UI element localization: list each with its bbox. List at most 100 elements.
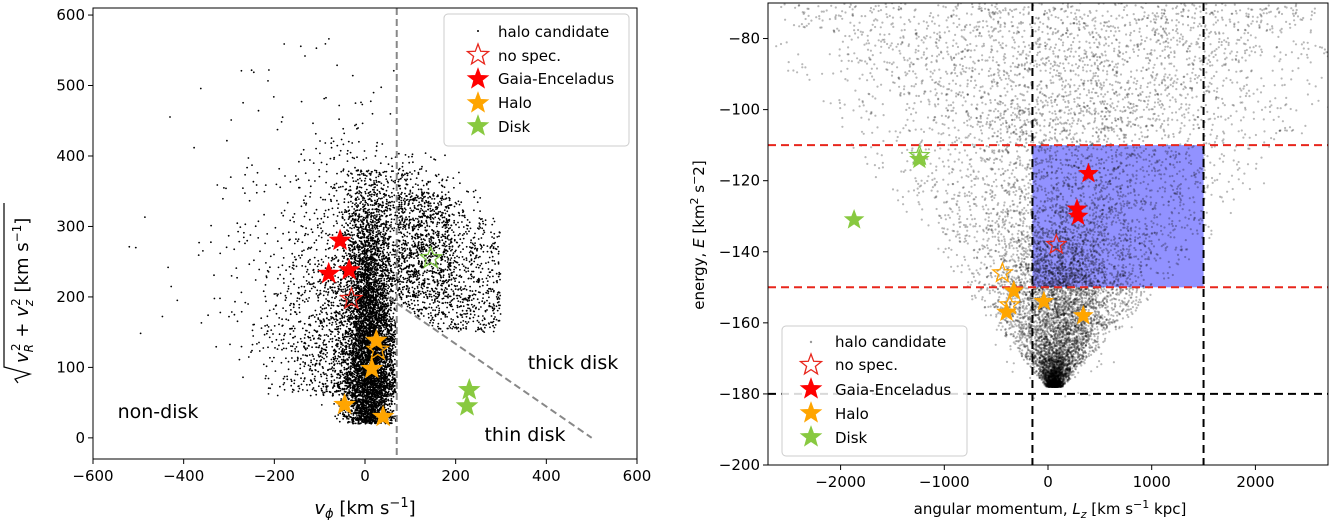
halo-candidate-point bbox=[364, 177, 367, 180]
halo-candidate-point bbox=[373, 280, 376, 282]
halo-candidate-point bbox=[369, 281, 372, 284]
halo-candidate-point bbox=[387, 399, 390, 402]
halo-candidate-point bbox=[368, 273, 371, 276]
halo-candidate-point bbox=[365, 175, 368, 177]
halo-candidate-point bbox=[373, 204, 376, 207]
halo-candidate-point bbox=[375, 226, 378, 229]
halo-candidate-point bbox=[358, 288, 361, 290]
halo-candidate-point bbox=[388, 403, 391, 406]
halo-candidate-point bbox=[347, 314, 350, 317]
halo-candidate-point bbox=[384, 288, 387, 291]
halo-candidate-point bbox=[368, 241, 370, 244]
halo-candidate-point bbox=[371, 403, 374, 406]
halo-candidate-point bbox=[371, 409, 374, 412]
halo-candidate-point bbox=[369, 300, 371, 303]
halo-candidate-point bbox=[371, 200, 373, 203]
halo-candidate-point bbox=[373, 180, 375, 182]
halo-candidate-point bbox=[359, 412, 362, 414]
halo-candidate-point bbox=[392, 263, 395, 266]
halo-candidate-point bbox=[372, 407, 375, 409]
halo-candidate-point bbox=[387, 274, 390, 277]
halo-candidate-point bbox=[364, 199, 367, 202]
halo-candidate-point bbox=[355, 202, 358, 205]
halo-candidate-point bbox=[374, 199, 376, 202]
halo-candidate-point bbox=[394, 179, 397, 182]
halo-candidate-point bbox=[360, 320, 363, 322]
halo-candidate-point bbox=[394, 346, 397, 348]
halo-candidate-point bbox=[362, 299, 365, 301]
halo-candidate-point bbox=[353, 218, 356, 221]
halo-candidate-point bbox=[390, 269, 393, 272]
halo-candidate-point bbox=[385, 275, 387, 277]
halo-candidate-point bbox=[364, 400, 367, 403]
halo-candidate-point bbox=[338, 393, 341, 396]
halo-candidate-point bbox=[385, 280, 388, 283]
halo-candidate-point bbox=[351, 404, 353, 407]
halo-candidate-point bbox=[374, 395, 376, 398]
halo-candidate-point bbox=[371, 313, 373, 316]
halo-candidate-point bbox=[355, 223, 357, 226]
halo-candidate-point bbox=[358, 414, 361, 417]
halo-candidate-point bbox=[369, 194, 371, 196]
halo-candidate-point bbox=[374, 422, 376, 425]
halo-candidate-point bbox=[343, 255, 346, 258]
halo-candidate-point bbox=[366, 411, 369, 414]
halo-candidate-point bbox=[363, 232, 366, 235]
halo-candidate-point bbox=[370, 386, 373, 388]
halo-candidate-point bbox=[343, 349, 346, 351]
halo-candidate-point bbox=[347, 210, 350, 213]
halo-candidate-point bbox=[356, 246, 358, 248]
halo-candidate-point bbox=[344, 384, 347, 387]
halo-candidate-point bbox=[358, 245, 361, 247]
halo-candidate-point bbox=[367, 403, 370, 405]
halo-candidate-point bbox=[336, 417, 338, 420]
halo-candidate-point bbox=[372, 215, 375, 218]
halo-candidate-point bbox=[340, 363, 343, 365]
halo-candidate-point bbox=[392, 324, 395, 327]
halo-candidate-point bbox=[368, 398, 370, 400]
halo-candidate-point bbox=[350, 227, 353, 230]
halo-candidate-point bbox=[383, 394, 386, 397]
halo-candidate-point bbox=[364, 413, 367, 416]
halo-candidate-point bbox=[355, 328, 357, 330]
halo-candidate-point bbox=[374, 214, 376, 217]
halo-candidate-point bbox=[364, 255, 366, 257]
halo-candidate-point bbox=[371, 395, 374, 398]
halo-candidate-point bbox=[365, 241, 367, 244]
halo-candidate-point bbox=[345, 254, 348, 257]
halo-candidate-point bbox=[370, 223, 372, 226]
halo-candidate-point bbox=[371, 307, 374, 310]
halo-candidate-point bbox=[376, 184, 378, 187]
halo-candidate-point bbox=[359, 223, 362, 226]
halo-candidate-point bbox=[357, 234, 359, 237]
halo-candidate-point bbox=[341, 216, 344, 219]
halo-candidate-point bbox=[363, 197, 366, 200]
halo-candidate-point bbox=[384, 241, 387, 244]
halo-candidate-point bbox=[356, 185, 359, 188]
halo-candidate-point bbox=[370, 422, 373, 425]
halo-candidate-point bbox=[358, 259, 361, 262]
halo-candidate-point bbox=[374, 293, 377, 296]
halo-candidate-point bbox=[381, 330, 384, 333]
halo-candidate-point bbox=[391, 378, 394, 381]
halo-candidate-point bbox=[362, 401, 365, 404]
halo-candidate-point bbox=[376, 200, 379, 203]
halo-candidate-point bbox=[377, 230, 379, 232]
halo-candidate-point bbox=[363, 415, 366, 418]
halo-candidate-point bbox=[333, 286, 336, 289]
halo-candidate-point bbox=[367, 249, 370, 252]
halo-candidate-point bbox=[360, 379, 363, 382]
halo-candidate-point bbox=[351, 420, 354, 423]
halo-candidate-point bbox=[386, 180, 389, 183]
halo-candidate-point bbox=[350, 231, 353, 234]
halo-candidate-point bbox=[345, 384, 348, 387]
halo-candidate-point bbox=[376, 235, 379, 238]
halo-candidate-point bbox=[381, 206, 383, 209]
halo-candidate-point bbox=[357, 226, 360, 229]
halo-candidate-point bbox=[384, 260, 387, 263]
halo-candidate-point bbox=[363, 407, 366, 410]
halo-candidate-point bbox=[351, 360, 354, 363]
halo-candidate-point bbox=[340, 364, 343, 367]
halo-candidate-point bbox=[344, 252, 347, 255]
